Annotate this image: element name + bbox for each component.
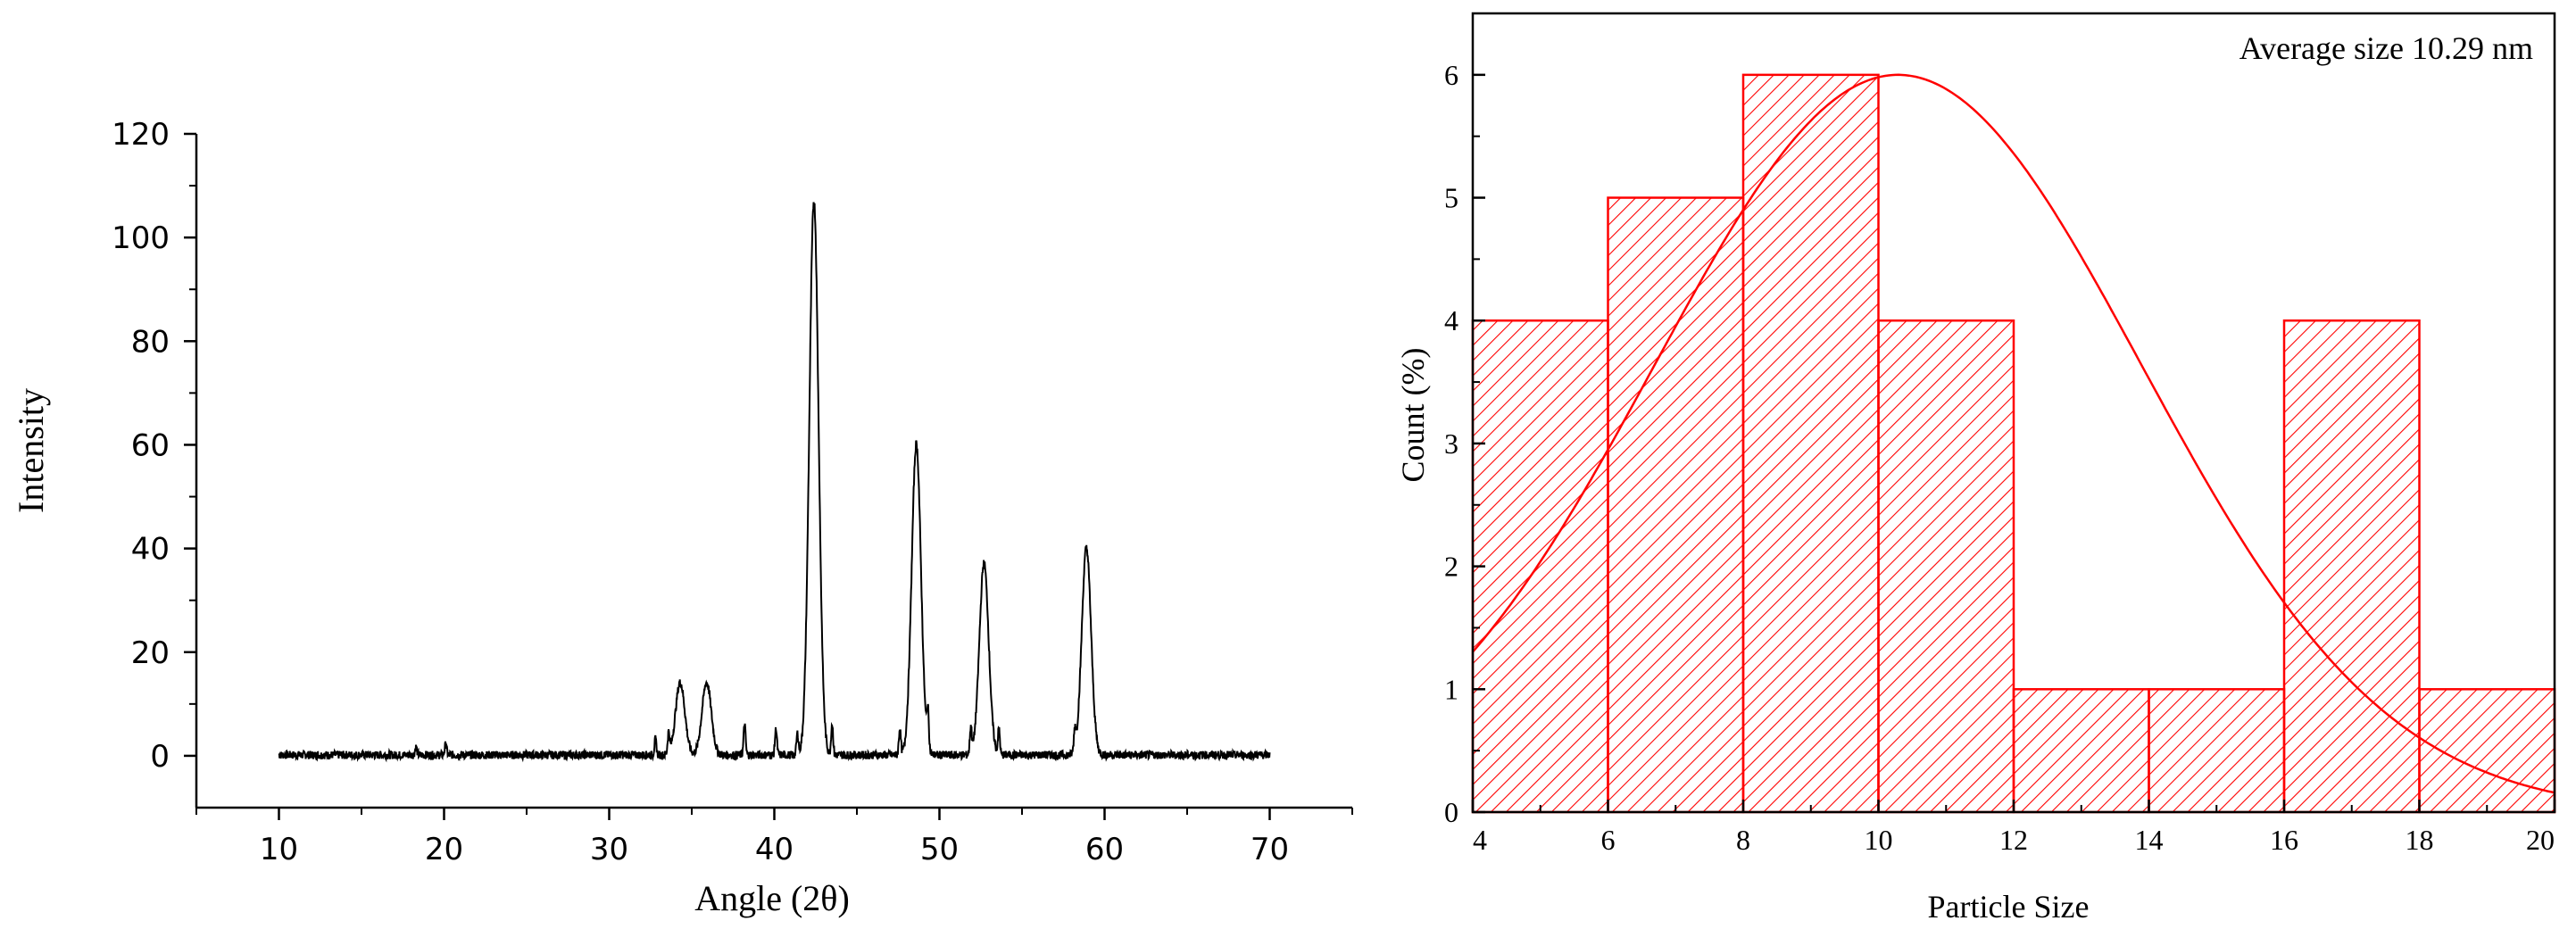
xrd-y-tick-label: 60 [131, 427, 170, 463]
xrd-y-ticks: 0 20 40 60 80 100 120 [112, 117, 196, 775]
histogram-bar [1607, 196, 1745, 814]
xrd-x-tick-label: 30 [590, 832, 628, 867]
xrd-x-ticks: 10 20 30 40 50 60 70 [195, 808, 1353, 867]
histogram-y-ticks: 0 1 2 3 4 5 6 [1444, 59, 1485, 828]
histogram-y-tick-label: 0 [1444, 796, 1458, 828]
histogram-x-tick-label: 6 [1601, 824, 1616, 856]
histogram-x-tick-label: 12 [1999, 824, 2028, 856]
xrd-x-tick-label: 70 [1251, 832, 1289, 867]
histogram-x-tick-label: 8 [1736, 824, 1750, 856]
histogram-y-tick-label: 3 [1444, 427, 1458, 460]
histogram-x-axis-label: Particle Size [1928, 889, 2090, 925]
xrd-x-axis-label: Angle (2θ) [694, 878, 850, 918]
histogram-y-tick-label: 4 [1444, 304, 1458, 336]
histogram-x-tick-label: 16 [2270, 824, 2298, 856]
xrd-axes [195, 134, 1352, 809]
histogram-bars [1471, 73, 2556, 814]
xrd-x-tick-label: 10 [260, 832, 298, 867]
xrd-y-tick-label: 20 [131, 635, 170, 671]
histogram-y-tick-label: 1 [1444, 673, 1458, 705]
histogram-x-tick-label: 20 [2526, 824, 2555, 856]
histogram-bar [1741, 73, 1880, 814]
xrd-intensity-line [278, 202, 1271, 763]
histogram-x-tick-label: 14 [2135, 824, 2164, 856]
xrd-y-tick-label: 80 [131, 324, 170, 360]
xrd-x-tick-label: 20 [425, 832, 463, 867]
histogram-x-tick-label: 10 [1865, 824, 1893, 856]
histogram-x-tick-label: 4 [1473, 824, 1487, 856]
histogram-y-tick-label: 6 [1444, 59, 1458, 91]
histogram-bar [2282, 319, 2421, 814]
histogram-bar [2012, 688, 2150, 814]
xrd-y-axis-label: Intensity [11, 388, 51, 513]
histogram-y-tick-label: 5 [1444, 182, 1458, 214]
xrd-y-tick-label: 0 [150, 739, 170, 775]
xrd-y-tick-label: 40 [131, 532, 170, 568]
average-size-annotation: Average size 10.29 nm [2239, 30, 2533, 66]
histogram-x-ticks: 4 6 8 10 12 14 16 18 20 [1471, 800, 2556, 856]
xrd-y-tick-label: 120 [112, 117, 170, 153]
histogram-bar [2148, 688, 2286, 814]
xrd-chart: 0 20 40 60 80 100 120 10 20 30 40 50 60 70 Intensity… [11, 117, 1353, 918]
histogram-bar [1471, 319, 1609, 814]
xrd-y-tick-label: 100 [112, 220, 170, 256]
histogram-y-tick-label: 2 [1444, 551, 1458, 583]
xrd-x-tick-label: 40 [755, 832, 794, 867]
histogram-y-axis-label: Count (%) [1395, 348, 1431, 483]
xrd-x-tick-label: 50 [920, 832, 959, 867]
histogram-bar [1877, 319, 2015, 814]
histogram-x-tick-label: 18 [2406, 824, 2434, 856]
gaussian-fit-curve [1473, 73, 2555, 794]
xrd-x-tick-label: 60 [1085, 832, 1124, 867]
